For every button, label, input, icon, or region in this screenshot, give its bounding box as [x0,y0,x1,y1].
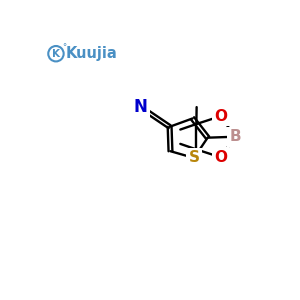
Text: Kuujia: Kuujia [66,46,118,61]
Text: S: S [188,150,200,165]
Text: O: O [214,150,227,165]
Text: O: O [214,109,227,124]
Text: K: K [52,49,60,59]
Text: °: ° [62,43,67,52]
Text: B: B [230,129,241,144]
Text: N: N [134,98,147,116]
